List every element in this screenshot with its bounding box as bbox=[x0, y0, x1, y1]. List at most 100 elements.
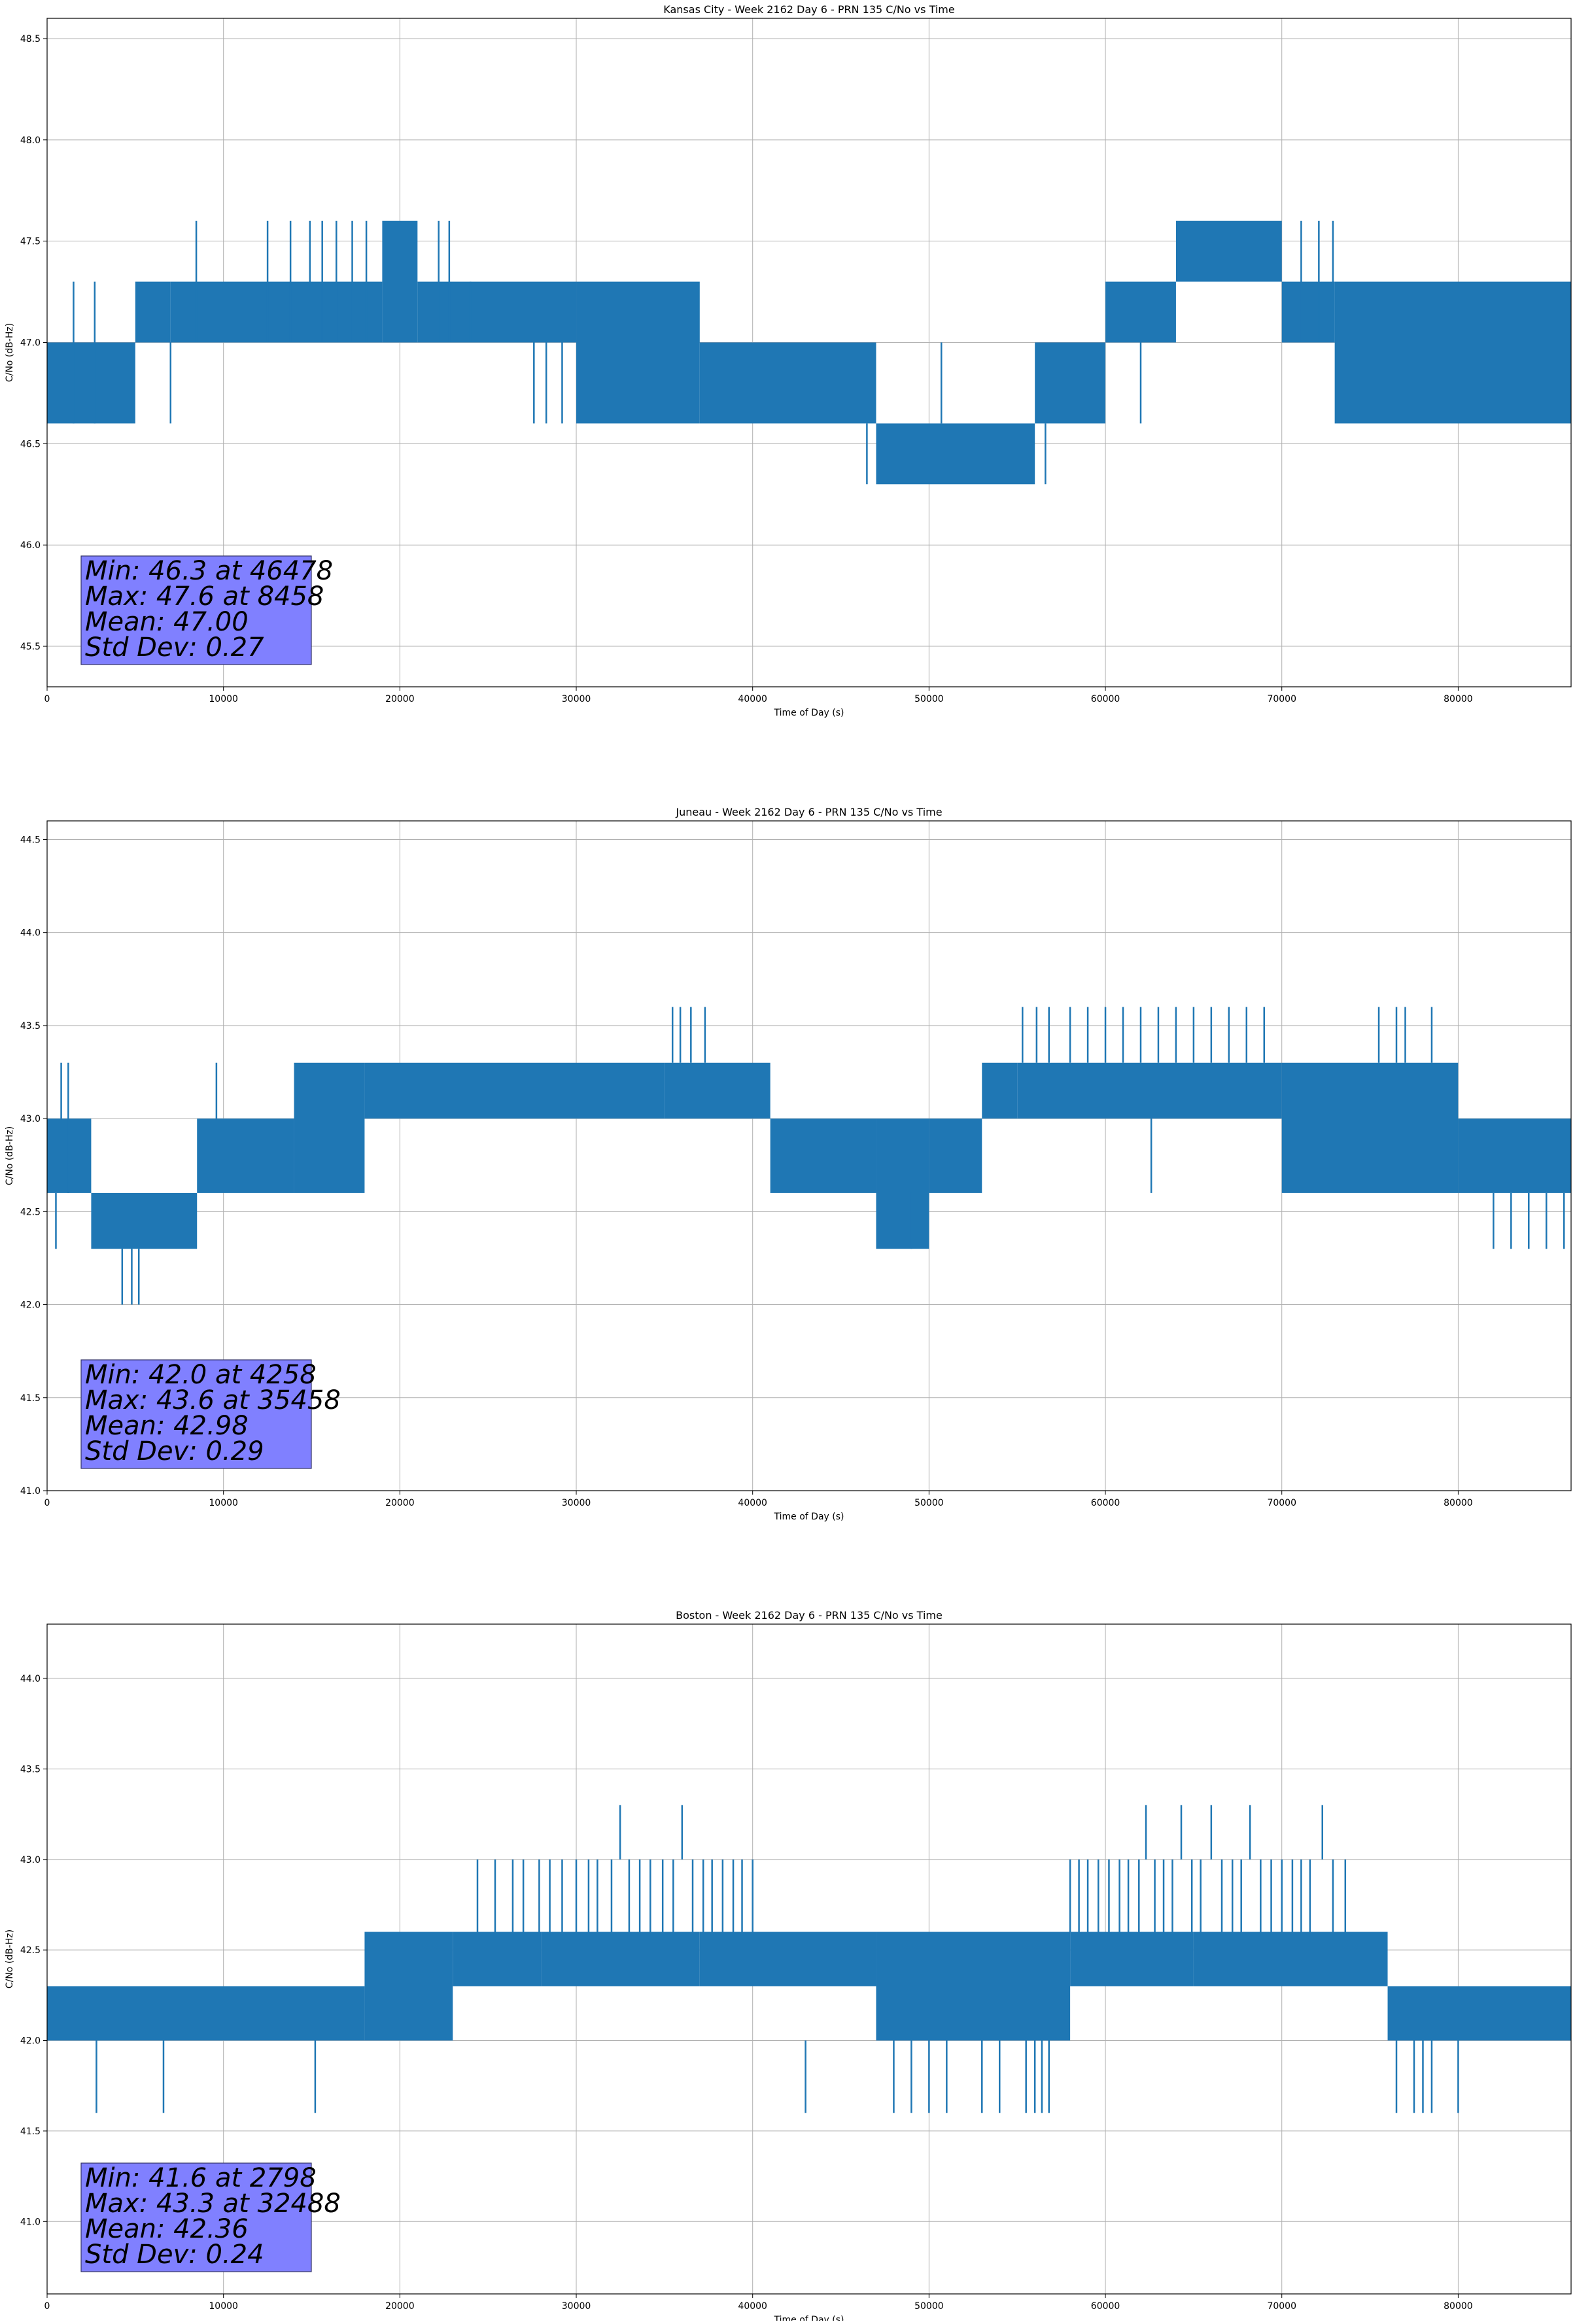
x-tick-label: 10000 bbox=[209, 2301, 238, 2312]
y-tick-label: 42.0 bbox=[20, 1300, 41, 1311]
y-tick-label: 41.0 bbox=[20, 2217, 41, 2227]
y-tick-label: 41.0 bbox=[20, 1486, 41, 1497]
chart-title: Boston - Week 2162 Day 6 - PRN 135 C/No … bbox=[676, 1609, 943, 1622]
y-tick-label: 47.0 bbox=[20, 338, 41, 349]
data-band bbox=[699, 1932, 876, 1986]
data-band bbox=[1281, 281, 1335, 343]
y-tick-label: 47.5 bbox=[20, 237, 41, 247]
x-tick-label: 40000 bbox=[738, 1498, 767, 1508]
chart-panel-1: 0 10000 20000 30000 40000 50000 60000 70000 8000… bbox=[5, 3, 1572, 718]
data-band bbox=[664, 1062, 770, 1119]
y-tick-label: 42.5 bbox=[20, 1945, 41, 1956]
x-tick-label: 0 bbox=[44, 2301, 50, 2312]
y-tick-label: 41.5 bbox=[20, 1393, 41, 1404]
x-tick-label: 20000 bbox=[385, 1498, 415, 1508]
y-tick-label: 43.5 bbox=[20, 1021, 41, 1032]
data-band bbox=[541, 1932, 700, 1986]
data-band bbox=[1334, 281, 1571, 424]
data-band bbox=[1035, 342, 1106, 424]
y-tick-label: 42.5 bbox=[20, 1207, 41, 1217]
chart-title: Juneau - Week 2162 Day 6 - PRN 135 C/No … bbox=[675, 806, 942, 818]
x-tick-label: 60000 bbox=[1091, 694, 1120, 704]
x-tick-label: 60000 bbox=[1091, 2301, 1120, 2312]
x-tick-label: 70000 bbox=[1267, 2301, 1296, 2312]
data-band bbox=[453, 1932, 542, 1986]
y-tick-label: 44.5 bbox=[20, 835, 41, 845]
y-tick-label: 43.5 bbox=[20, 1764, 41, 1775]
x-tick-label: 50000 bbox=[914, 694, 944, 704]
x-tick-label: 30000 bbox=[562, 1498, 591, 1508]
stats-line: Max: 43.3 at 32488 bbox=[85, 2189, 341, 2219]
data-band bbox=[982, 1062, 1018, 1119]
y-tick-label: 42.0 bbox=[20, 2036, 41, 2047]
data-band bbox=[294, 1062, 365, 1193]
axes-frame bbox=[46, 820, 1572, 1491]
data-band bbox=[1193, 1932, 1388, 1986]
x-tick-label: 80000 bbox=[1444, 694, 1473, 704]
stats-line: Min: 46.3 at 46478 bbox=[85, 556, 333, 586]
data-band bbox=[1458, 1119, 1571, 1193]
x-tick-label: 80000 bbox=[1444, 2301, 1473, 2312]
x-tick-label: 10000 bbox=[209, 694, 238, 704]
y-tick-label: 44.0 bbox=[20, 1674, 41, 1684]
data-band bbox=[382, 220, 418, 343]
stats-line: Max: 47.6 at 8458 bbox=[85, 581, 324, 612]
x-tick-label: 30000 bbox=[562, 694, 591, 704]
data-band bbox=[47, 1119, 92, 1193]
y-axis-label: C/No (dB-Hz) bbox=[5, 323, 15, 382]
stats-line: Max: 43.6 at 35458 bbox=[85, 1385, 341, 1415]
data-band bbox=[364, 1932, 453, 2041]
x-tick-label: 60000 bbox=[1091, 1498, 1120, 1508]
chart-title: Kansas City - Week 2162 Day 6 - PRN 135 … bbox=[663, 3, 954, 16]
stats-box bbox=[80, 555, 312, 665]
stats-box bbox=[80, 2162, 312, 2272]
x-tick-label: 50000 bbox=[914, 1498, 944, 1508]
y-tick-label: 43.0 bbox=[20, 1114, 41, 1124]
data-band bbox=[876, 423, 1035, 485]
data-band bbox=[47, 1986, 365, 2041]
data-band bbox=[364, 1062, 665, 1119]
x-tick-label: 40000 bbox=[738, 694, 767, 704]
stats-line: Mean: 47.00 bbox=[85, 607, 249, 637]
x-tick-label: 70000 bbox=[1267, 1498, 1296, 1508]
chart-panel-3: 0 10000 20000 30000 40000 50000 60000 70000 8000… bbox=[5, 1609, 1572, 2324]
data-band bbox=[770, 1119, 876, 1193]
data-band bbox=[197, 1119, 294, 1193]
y-tick-label: 48.0 bbox=[20, 135, 41, 146]
data-band bbox=[135, 281, 171, 343]
data-band bbox=[1070, 1932, 1194, 1986]
chart-panel-2: 0 10000 20000 30000 40000 50000 60000 70000 8000… bbox=[5, 806, 1572, 1522]
y-tick-label: 41.5 bbox=[20, 2126, 41, 2137]
x-tick-label: 40000 bbox=[738, 2301, 767, 2312]
x-tick-label: 0 bbox=[44, 1498, 50, 1508]
x-tick-label: 30000 bbox=[562, 2301, 591, 2312]
data-band bbox=[1387, 1986, 1571, 2041]
y-tick-label: 45.5 bbox=[20, 642, 41, 652]
x-tick-label: 80000 bbox=[1444, 1498, 1473, 1508]
stats-line: Mean: 42.36 bbox=[85, 2214, 249, 2244]
data-band bbox=[91, 1192, 198, 1249]
x-tick-label: 20000 bbox=[385, 694, 415, 704]
stats-line: Min: 42.0 at 4258 bbox=[85, 1360, 317, 1390]
stats-line: Min: 41.6 at 2798 bbox=[85, 2163, 317, 2193]
data-band bbox=[170, 281, 383, 343]
data-band bbox=[1017, 1062, 1282, 1119]
y-tick-label: 44.0 bbox=[20, 928, 41, 939]
data-band bbox=[1105, 281, 1176, 343]
y-tick-label: 46.0 bbox=[20, 540, 41, 551]
data-band bbox=[1175, 220, 1282, 282]
data-band bbox=[876, 1932, 1071, 2041]
x-tick-label: 70000 bbox=[1267, 694, 1296, 704]
y-tick-label: 43.0 bbox=[20, 1855, 41, 1865]
stats-line: Std Dev: 0.24 bbox=[85, 2240, 264, 2270]
data-band bbox=[1281, 1062, 1459, 1193]
y-axis-label: C/No (dB-Hz) bbox=[5, 1126, 15, 1185]
y-axis-label: C/No (dB-Hz) bbox=[5, 1930, 15, 1988]
y-tick-label: 48.5 bbox=[20, 34, 41, 44]
stats-box bbox=[80, 1359, 312, 1469]
x-axis-label: Time of Day (s) bbox=[774, 708, 844, 718]
data-band bbox=[876, 1119, 929, 1249]
x-axis-label: Time of Day (s) bbox=[774, 1512, 844, 1522]
